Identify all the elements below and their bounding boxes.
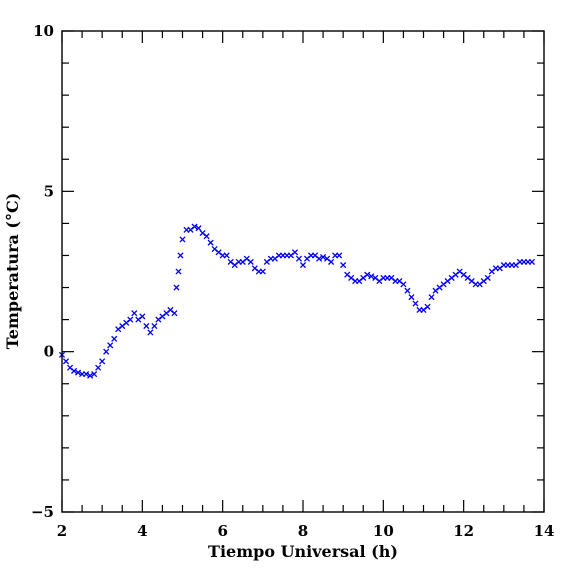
data-point	[412, 300, 419, 307]
data-point	[320, 254, 327, 261]
data-point	[179, 236, 186, 243]
x-tick-label: 2	[57, 522, 67, 540]
data-point	[95, 364, 102, 371]
data-point	[99, 358, 106, 365]
y-axis-title: Temperatura (°C)	[3, 193, 22, 350]
data-point	[91, 371, 98, 378]
data-point	[299, 262, 307, 269]
x-tick-label: 6	[217, 522, 227, 540]
data-point	[147, 329, 154, 336]
data-point	[75, 369, 82, 376]
tick-marks	[61, 30, 545, 513]
data-point	[368, 273, 375, 280]
data-point	[177, 252, 184, 259]
data-point	[139, 313, 146, 320]
data-point	[484, 274, 491, 281]
data-point	[291, 249, 299, 256]
y-tick-label: 0	[44, 343, 54, 361]
data-point	[87, 372, 94, 379]
data-point	[203, 233, 210, 240]
data-point	[259, 268, 266, 275]
data-point	[408, 294, 415, 301]
data-point	[175, 268, 182, 275]
data-point	[103, 348, 110, 355]
data-point	[528, 258, 536, 265]
data-point	[191, 223, 198, 230]
data-point	[428, 294, 435, 301]
x-tick-label: 8	[298, 522, 308, 540]
data-point	[340, 262, 347, 269]
plot-frame	[61, 30, 545, 513]
x-tick-label: 4	[137, 522, 147, 540]
x-axis-title: Tiempo Universal (h)	[208, 542, 398, 561]
data-point	[107, 342, 114, 349]
data-points	[58, 223, 536, 379]
data-point	[62, 358, 70, 365]
y-tick-label: 5	[44, 182, 54, 200]
data-point	[171, 310, 178, 317]
x-tick-label: 10	[373, 522, 394, 540]
data-point	[207, 239, 214, 246]
data-point	[195, 225, 202, 232]
y-tick-labels: −5 0 5 10	[31, 22, 54, 521]
x-tick-label: 14	[534, 522, 555, 540]
data-point	[400, 281, 407, 288]
data-point	[404, 287, 411, 294]
data-point	[336, 252, 343, 259]
data-point	[131, 310, 138, 317]
data-point	[424, 303, 431, 310]
data-point	[328, 258, 335, 265]
data-point	[223, 252, 230, 259]
data-point	[143, 322, 150, 330]
data-point	[173, 284, 180, 291]
data-point	[70, 367, 78, 374]
y-tick-label: −5	[31, 503, 54, 521]
x-tick-label: 12	[453, 522, 474, 540]
data-point	[127, 316, 134, 323]
y-tick-label: 10	[33, 22, 54, 40]
data-point	[364, 271, 371, 278]
data-point	[247, 258, 254, 265]
data-point	[151, 322, 158, 330]
data-point	[83, 371, 90, 378]
data-point	[111, 335, 118, 342]
x-tick-labels: 2 4 6 8 10 12 14	[57, 522, 555, 540]
data-point	[316, 255, 323, 262]
data-point	[295, 255, 303, 262]
